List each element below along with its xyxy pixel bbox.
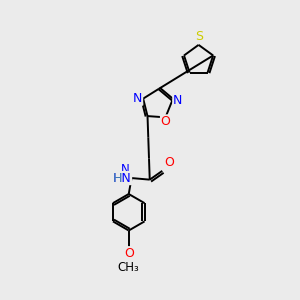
Text: N: N bbox=[173, 94, 182, 107]
Text: CH₃: CH₃ bbox=[118, 261, 140, 274]
Text: O: O bbox=[160, 115, 170, 128]
Text: H: H bbox=[112, 172, 122, 184]
Text: N: N bbox=[133, 92, 142, 105]
Text: H: H bbox=[121, 163, 130, 176]
Text: O: O bbox=[124, 247, 134, 260]
Text: N: N bbox=[121, 163, 130, 176]
Text: S: S bbox=[195, 29, 203, 43]
Text: O: O bbox=[165, 156, 175, 170]
Text: HN: HN bbox=[113, 172, 132, 184]
